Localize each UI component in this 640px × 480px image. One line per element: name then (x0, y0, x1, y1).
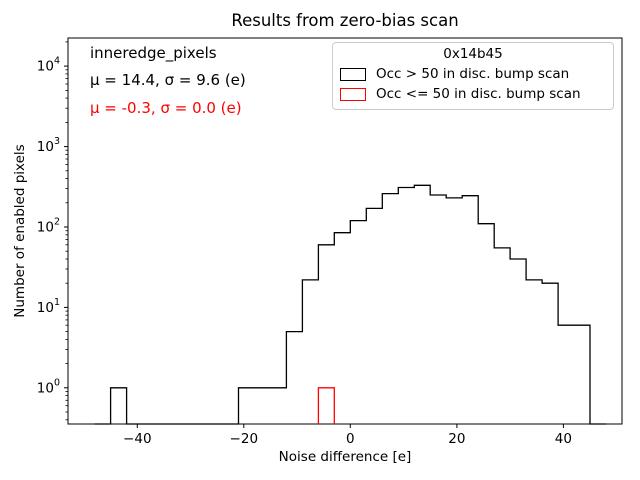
y-tick-label: 101 (37, 297, 60, 316)
legend-swatch-black-icon (340, 67, 366, 81)
x-axis-label: Noise difference [e] (278, 449, 412, 465)
chart-title: Results from zero-bias scan (231, 11, 459, 30)
legend-title: 0x14b45 (443, 46, 503, 62)
x-tick-label: 0 (346, 431, 355, 447)
x-tick-label: 20 (448, 431, 465, 447)
y-tick-label: 103 (37, 136, 60, 155)
annotation-dataset-name: inneredge_pixels (90, 44, 217, 62)
y-tick-label: 100 (37, 377, 60, 396)
y-tick-label: 102 (37, 217, 60, 236)
legend: 0x14b45 Occ > 50 in disc. bump scan Occ … (332, 42, 614, 110)
histogram-series-red (317, 387, 335, 424)
annotation-stats-black: μ = 14.4, σ = 9.6 (e) (90, 71, 246, 89)
histogram-series-black (94, 184, 606, 425)
legend-entry: Occ > 50 in disc. bump scan (340, 64, 606, 84)
legend-entry-label: Occ <= 50 in disc. bump scan (376, 86, 581, 102)
y-tick-label: 104 (37, 56, 60, 75)
y-axis-label: Number of enabled pixels (12, 144, 28, 318)
x-tick-label: −40 (123, 431, 152, 447)
annotation-stats-red: μ = -0.3, σ = 0.0 (e) (90, 99, 242, 117)
legend-entry: Occ <= 50 in disc. bump scan (340, 84, 606, 104)
legend-swatch-red-icon (340, 87, 366, 101)
x-tick-label: 40 (555, 431, 572, 447)
x-tick-label: −20 (230, 431, 259, 447)
legend-entry-label: Occ > 50 in disc. bump scan (376, 66, 570, 82)
